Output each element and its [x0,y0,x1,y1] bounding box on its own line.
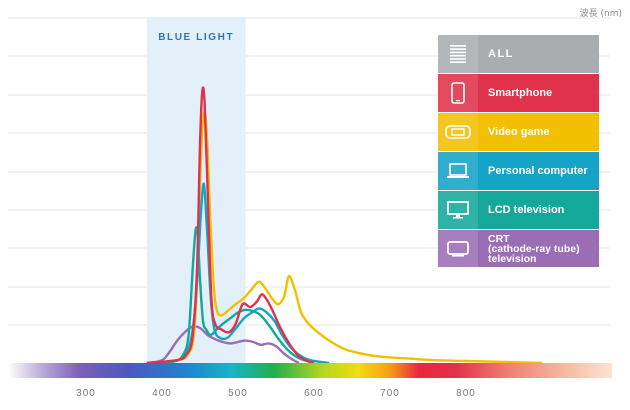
legend-item-all[interactable]: ALL [438,35,599,73]
series-line-smartphone [146,86,315,365]
x-tick-label: 600 [304,388,324,399]
smartphone-icon [438,74,478,112]
legend-item-video-game[interactable]: Video game [438,113,599,151]
spectrum-bar [8,363,612,378]
series-line-crt-cathode-ray-tube-television [146,325,300,365]
monitor-icon [438,191,478,229]
legend-label: Personal computer [488,164,588,177]
series-group [146,86,543,365]
legend-item-crt[interactable]: CRT (cathode-ray tube) television [438,229,599,268]
x-tick-label: 300 [76,388,96,399]
series-line-video-game [146,111,543,365]
x-tick-label: 500 [228,388,248,399]
unit-label: 波長 (nm) [579,9,622,19]
x-tick-label: 700 [380,388,400,399]
x-tick-label: 800 [456,388,476,399]
legend-label: ALL [488,47,514,60]
series-line-lcd-television [146,226,315,365]
legend: ALL Smartphone Video game Personal computer… [438,35,599,268]
list-icon [438,35,478,73]
legend-label: CRT (cathode-ray tube) television [488,232,580,265]
legend-item-smartphone[interactable]: Smartphone [438,74,599,112]
legend-label: LCD television [488,203,565,216]
game-console-icon [438,113,478,151]
legend-label: Smartphone [488,86,553,99]
x-tick-labels: 300 400 500 600 700 800 [76,388,476,399]
legend-item-lcd-television[interactable]: LCD television [438,191,599,229]
x-tick-label: 400 [152,388,172,399]
legend-item-personal-computer[interactable]: Personal computer [438,152,599,190]
tv-icon [438,229,478,268]
laptop-icon [438,152,478,190]
legend-label: Video game [488,125,550,138]
blue-light-label: BLUE LIGHT [158,32,234,43]
